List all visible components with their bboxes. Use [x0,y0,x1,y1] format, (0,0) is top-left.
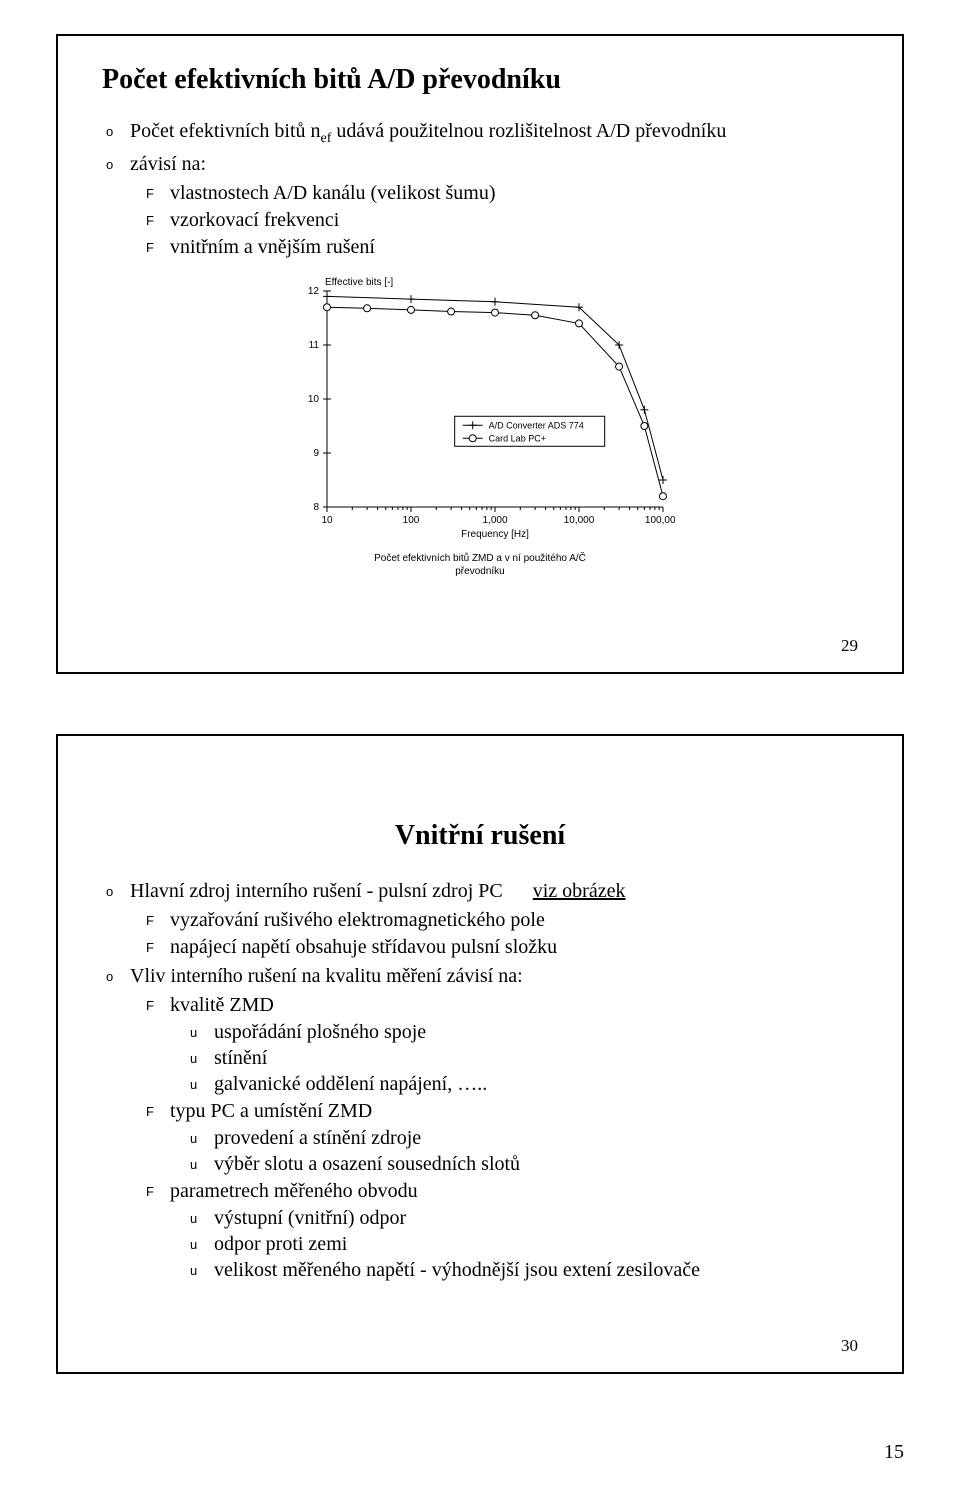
slide-29: Počet efektivních bitů A/D převodníku oP… [56,34,904,674]
svg-text:100: 100 [403,515,420,526]
bullet-marker-f: F [146,998,170,1013]
bullet-text: provedení a stínění zdroje [214,1127,421,1149]
bullet-o: ozávisí na: [106,153,858,176]
bullet-u: uprovedení a stínění zdroje [190,1127,858,1150]
bullet-text: uspořádání plošného spoje [214,1021,426,1043]
svg-text:Card Lab PC+: Card Lab PC+ [489,433,546,443]
bullet-u: ugalvanické oddělení napájení, ….. [190,1073,858,1096]
bullet-u: ustínění [190,1047,858,1070]
bullet-text: Počet efektivních bitů nef udává použite… [130,120,726,142]
svg-text:8: 8 [313,502,319,513]
bullet-f: Fvnitřním a vnějším rušení [146,236,858,259]
svg-text:1,000: 1,000 [482,515,507,526]
bullet-marker-u: u [190,1077,214,1092]
bullet-f: Fvzorkovací frekvenci [146,209,858,232]
bullet-marker-o: o [106,969,130,984]
see-figure-link[interactable]: viz obrázek [533,880,626,902]
bullet-marker-u: u [190,1237,214,1252]
bullet-u: uodpor proti zemi [190,1233,858,1256]
slide-30: Vnitřní rušení oHlavní zdroj interního r… [56,734,904,1374]
bullet-f: Ftypu PC a umístění ZMD [146,1100,858,1123]
bullet-o: oHlavní zdroj interního rušení - pulsní … [106,880,858,903]
bullet-marker-u: u [190,1157,214,1172]
slide-title: Vnitřní rušení [102,820,858,852]
bullet-text: vyzařování rušivého elektromagnetického … [170,909,545,931]
bullet-marker-f: F [146,913,170,928]
effective-bits-chart: Effective bits [-] 8 9 10 11 12 10 100 1,000 10,0… [285,273,675,578]
bullet-marker-f: F [146,1104,170,1119]
svg-text:10: 10 [321,515,333,526]
bullet-u: uvýběr slotu a osazení sousedních slotů [190,1153,858,1176]
bullet-marker-u: u [190,1025,214,1040]
bullet-o: oPočet efektivních bitů nef udává použit… [106,120,858,147]
bullet-f: Fvlastnostech A/D kanálu (velikost šumu) [146,182,858,205]
chart-caption: Počet efektivních bitů ZMD a v ní použit… [285,552,675,578]
bullet-marker-o: o [106,157,130,172]
bullet-text: vnitřním a vnějším rušení [170,236,375,258]
bullet-marker-u: u [190,1051,214,1066]
bullet-text: Hlavní zdroj interního rušení - pulsní z… [130,880,625,902]
bullet-text: stínění [214,1047,267,1069]
bullet-text: odpor proti zemi [214,1233,347,1255]
svg-text:100,000: 100,000 [645,515,675,526]
bullet-marker-f: F [146,1184,170,1199]
bullet-text: typu PC a umístění ZMD [170,1100,372,1122]
bullet-text: výstupní (vnitřní) odpor [214,1207,406,1229]
bullet-text: vzorkovací frekvenci [170,209,339,231]
bullet-f: Fkvalitě ZMD [146,994,858,1017]
bullet-f: Fnapájecí napětí obsahuje střídavou puls… [146,936,858,959]
svg-text:10,000: 10,000 [564,515,595,526]
bullet-text: kvalitě ZMD [170,994,274,1016]
svg-text:12: 12 [308,286,320,297]
bullet-u: uvelikost měřeného napětí - výhodnější j… [190,1259,858,1282]
bullet-text: vlastnostech A/D kanálu (velikost šumu) [170,182,496,204]
slide-number: 29 [841,636,858,656]
chart-svg: Effective bits [-] 8 9 10 11 12 10 100 1,000 10,0… [285,273,675,543]
bullet-marker-f: F [146,240,170,255]
bullet-marker-o: o [106,884,130,899]
bullet-text: parametrech měřeného obvodu [170,1180,418,1202]
bullet-marker-f: F [146,213,170,228]
svg-text:11: 11 [309,340,320,351]
svg-text:9: 9 [313,448,319,459]
bullet-u: uuspořádání plošného spoje [190,1021,858,1044]
bullet-marker-f: F [146,186,170,201]
bullet-marker-u: u [190,1211,214,1226]
svg-text:Effective bits [-]: Effective bits [-] [325,277,393,288]
bullet-o: oVliv interního rušení na kvalitu měření… [106,965,858,988]
svg-text:10: 10 [308,394,320,405]
bullet-text: závisí na: [130,153,206,175]
bullet-text: napájecí napětí obsahuje střídavou pulsn… [170,936,557,958]
bullet-marker-f: F [146,940,170,955]
svg-text:A/D Converter ADS 774: A/D Converter ADS 774 [489,420,584,430]
bullet-f: Fparametrech měřeného obvodu [146,1180,858,1203]
bullet-f: Fvyzařování rušivého elektromagnetického… [146,909,858,932]
bullet-marker-u: u [190,1131,214,1146]
bullet-marker-u: u [190,1263,214,1278]
bullet-text: Vliv interního rušení na kvalitu měření … [130,965,523,987]
svg-text:Frequency [Hz]: Frequency [Hz] [461,529,529,540]
bullet-u: uvýstupní (vnitřní) odpor [190,1207,858,1230]
bullet-text: galvanické oddělení napájení, ….. [214,1073,487,1095]
bullet-text: velikost měřeného napětí - výhodnější js… [214,1259,700,1281]
bullet-marker-o: o [106,124,130,139]
slide-number: 30 [841,1336,858,1356]
page-number: 15 [884,1441,904,1464]
slide-title: Počet efektivních bitů A/D převodníku [102,64,858,96]
bullet-text: výběr slotu a osazení sousedních slotů [214,1153,520,1175]
